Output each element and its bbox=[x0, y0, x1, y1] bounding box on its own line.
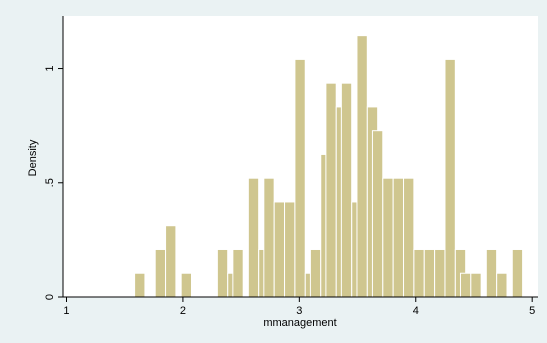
histogram-bar bbox=[392, 177, 404, 298]
histogram-bar bbox=[180, 272, 192, 298]
histogram-bar bbox=[247, 177, 260, 298]
histogram-bar bbox=[485, 248, 498, 298]
x-ticks: 1 2 3 4 5 bbox=[63, 297, 535, 317]
histogram-bar bbox=[284, 201, 296, 298]
y-axis-label: Density bbox=[27, 139, 39, 176]
histogram-bar bbox=[403, 177, 415, 298]
histogram-bar bbox=[444, 58, 456, 298]
histogram-bar bbox=[216, 248, 229, 298]
histogram-bar bbox=[382, 177, 394, 298]
histogram-bar bbox=[232, 248, 244, 298]
histogram-bar bbox=[154, 248, 167, 298]
histogram-bar bbox=[134, 272, 146, 298]
x-tick-label: 4 bbox=[413, 305, 419, 317]
histogram-bar bbox=[423, 248, 436, 298]
y-tick-label: 1 bbox=[44, 65, 56, 71]
histogram-bar bbox=[309, 248, 322, 298]
histogram-bar bbox=[356, 35, 368, 298]
histogram-bar bbox=[273, 201, 286, 298]
x-tick-label: 1 bbox=[63, 305, 69, 317]
x-tick-label: 3 bbox=[296, 305, 302, 317]
x-axis-label: mmanagement bbox=[263, 317, 336, 329]
x-tick-label: 2 bbox=[180, 305, 186, 317]
histogram-bar bbox=[434, 248, 446, 298]
y-tick-label: 0 bbox=[44, 294, 56, 300]
histogram-bar bbox=[511, 248, 524, 298]
y-ticks: 0.51 bbox=[44, 65, 63, 300]
histogram-bar bbox=[371, 130, 384, 298]
x-tick-label: 5 bbox=[529, 305, 535, 317]
histogram-bar bbox=[459, 272, 472, 298]
histogram-bar bbox=[470, 272, 482, 298]
histogram-bar bbox=[263, 177, 275, 298]
y-tick-label: .5 bbox=[44, 178, 56, 187]
histogram-bar bbox=[165, 225, 177, 298]
histogram-bar bbox=[496, 272, 508, 298]
histogram-bar bbox=[413, 248, 425, 298]
bars bbox=[134, 35, 524, 298]
histogram-bar bbox=[325, 82, 337, 298]
histogram-bar bbox=[294, 58, 306, 298]
histogram-bar bbox=[340, 82, 353, 298]
